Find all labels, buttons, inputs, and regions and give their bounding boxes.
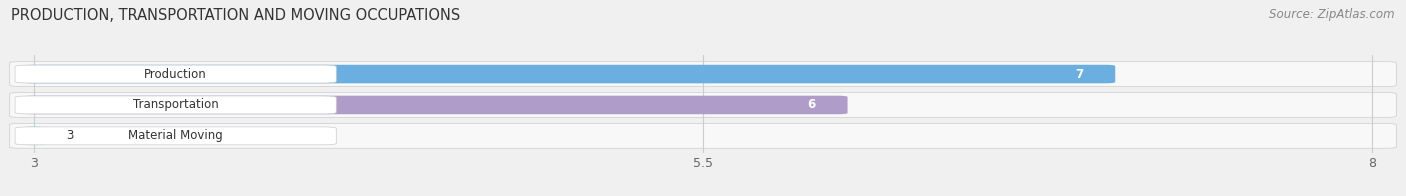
- Text: 3: 3: [66, 129, 73, 142]
- FancyBboxPatch shape: [22, 127, 45, 145]
- Text: 6: 6: [807, 98, 815, 112]
- FancyBboxPatch shape: [15, 96, 336, 114]
- FancyBboxPatch shape: [10, 93, 1396, 117]
- FancyBboxPatch shape: [10, 62, 1396, 86]
- Text: Source: ZipAtlas.com: Source: ZipAtlas.com: [1270, 8, 1395, 21]
- Text: 7: 7: [1076, 68, 1083, 81]
- Text: PRODUCTION, TRANSPORTATION AND MOVING OCCUPATIONS: PRODUCTION, TRANSPORTATION AND MOVING OC…: [11, 8, 461, 23]
- Text: Transportation: Transportation: [132, 98, 218, 112]
- FancyBboxPatch shape: [15, 127, 336, 145]
- FancyBboxPatch shape: [10, 123, 1396, 148]
- FancyBboxPatch shape: [22, 65, 1115, 83]
- FancyBboxPatch shape: [22, 96, 848, 114]
- FancyBboxPatch shape: [15, 65, 336, 83]
- Text: Production: Production: [145, 68, 207, 81]
- Text: Material Moving: Material Moving: [128, 129, 224, 142]
